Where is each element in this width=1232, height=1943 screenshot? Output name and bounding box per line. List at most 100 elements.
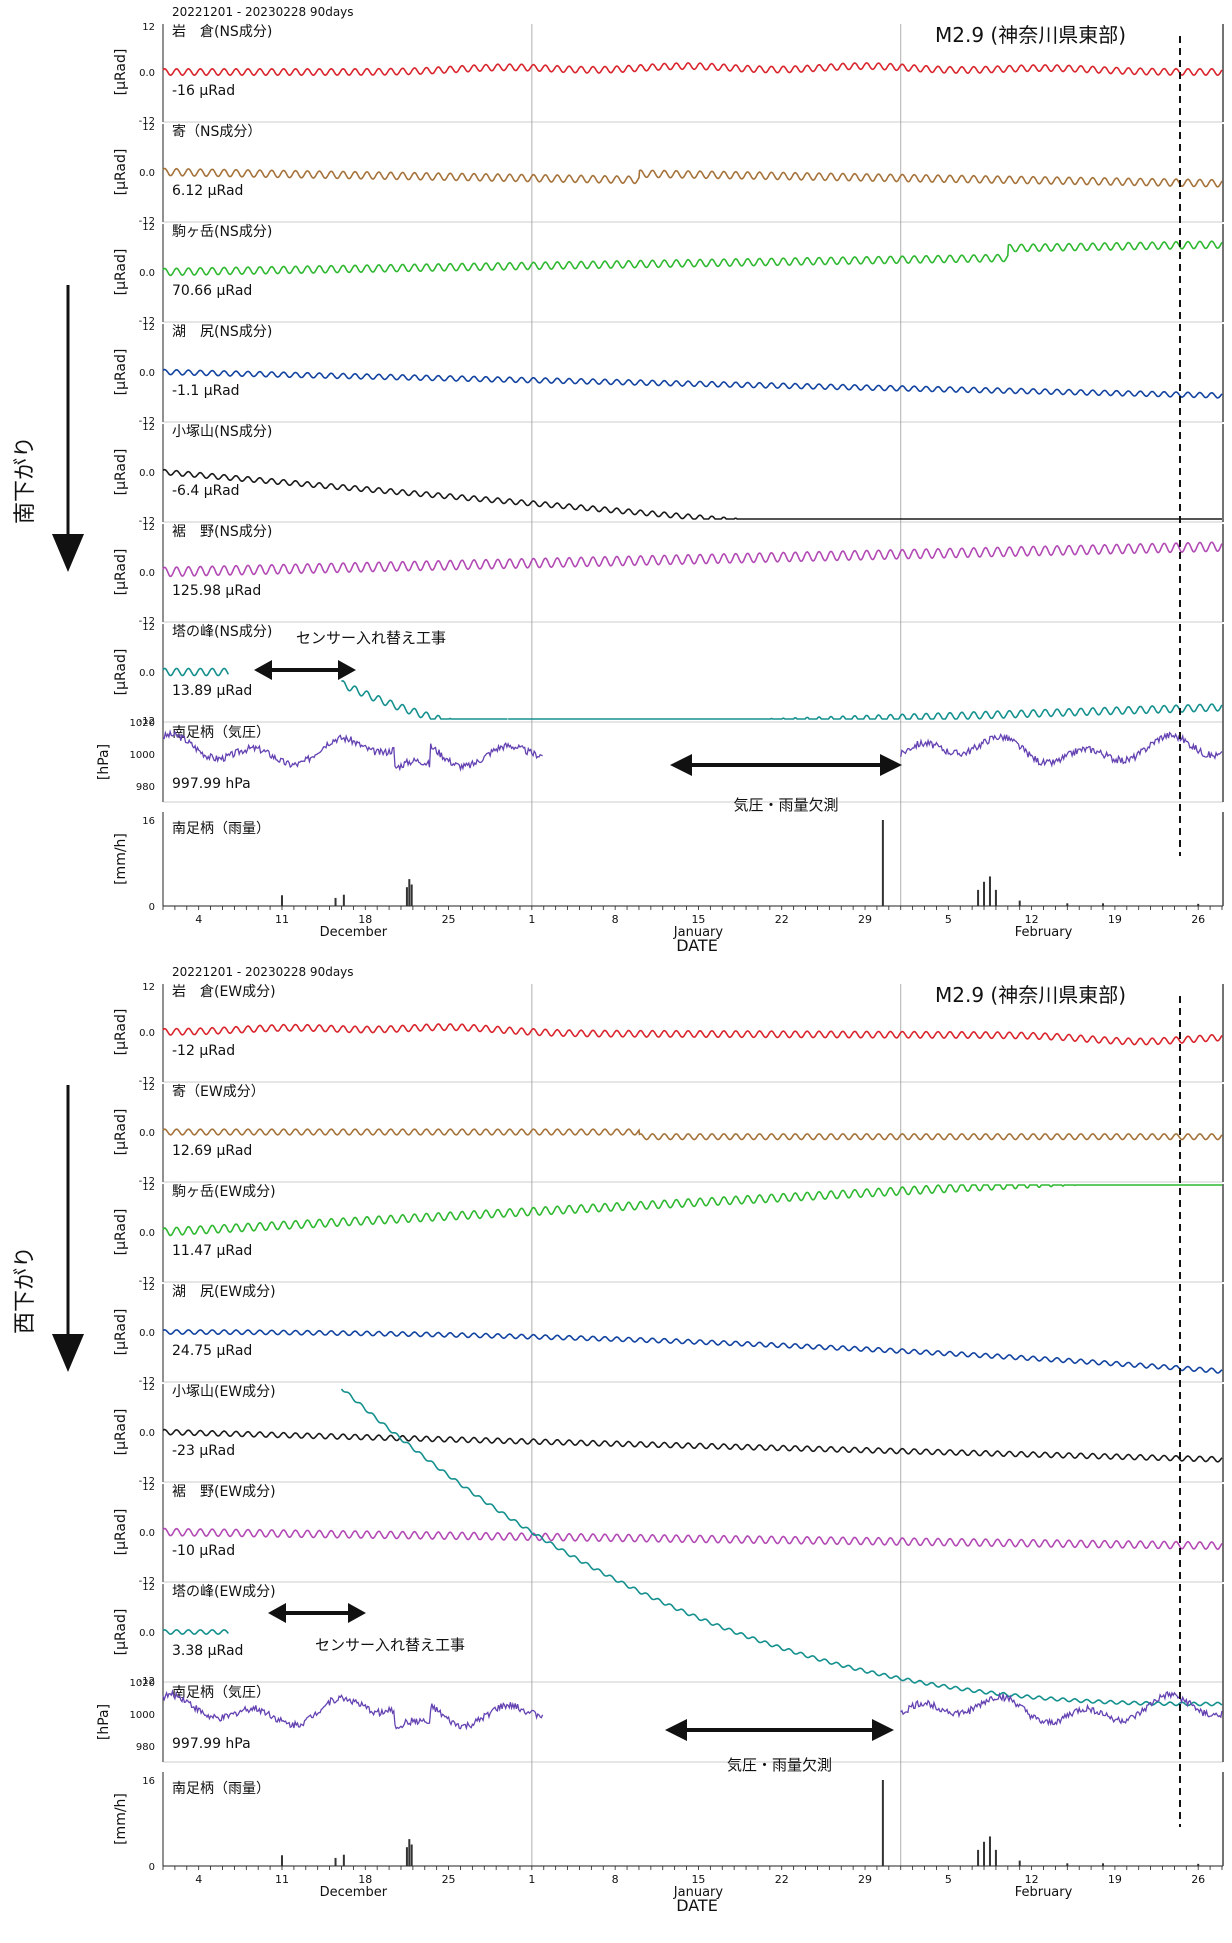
series-value: -6.4 μRad [172, 483, 240, 499]
y-tick-label: 1000 [130, 750, 155, 761]
series-name: 湖 尻(EW成分) [172, 1284, 276, 1300]
x-axis-title: DATE [676, 1896, 718, 1915]
pressure-panel: 1020 1000 980 [hPa] 南足柄（気圧） 997.99 hPa [96, 1678, 1224, 1763]
rain-bar [994, 1849, 997, 1866]
rain-bar [1102, 1863, 1105, 1866]
rain-bar [983, 881, 986, 906]
tilt-panel: 12 0.0 -12 [μRad] 駒ヶ岳(EW成分) 11.47 μRad [113, 1182, 1224, 1287]
series-line [162, 667, 1223, 720]
y-tick-label: 0 [149, 902, 155, 913]
rain-bar [342, 1854, 345, 1866]
gap-label: 気圧・雨量欠測 [733, 796, 838, 814]
rain-bar [1102, 903, 1105, 906]
rain-bar [405, 1847, 408, 1866]
series-value: 70.66 μRad [172, 283, 252, 299]
series-value: -16 μRad [172, 83, 235, 99]
gap-arrow-head-right [880, 754, 902, 776]
x-tick-label: 1 [528, 913, 535, 926]
y-axis-unit: [hPa] [96, 1704, 112, 1740]
y-tick-label: 16 [142, 816, 155, 827]
rain-bar [977, 1849, 980, 1866]
series-line [162, 240, 1223, 277]
series-name: 小塚山(NS成分) [172, 424, 272, 440]
y-tick-label: -12 [139, 1376, 155, 1387]
y-tick-label: 0.0 [139, 368, 155, 379]
x-tick-label: 4 [195, 1873, 202, 1886]
note-arrow-head-left [268, 1603, 286, 1623]
series-value: 997.99 hPa [172, 776, 251, 792]
series-name: 岩 倉(EW成分) [172, 984, 276, 1000]
y-axis-unit: [μRad] [113, 649, 129, 696]
rain-bar [881, 1780, 884, 1866]
x-tick-label: 26 [1191, 913, 1205, 926]
series-name: 裾 野(NS成分) [172, 524, 272, 540]
x-tick-label: 5 [945, 1873, 952, 1886]
gap-label: 気圧・雨量欠測 [727, 1756, 832, 1774]
y-tick-label: -12 [139, 1276, 155, 1287]
x-tick-label: 1 [528, 1873, 535, 1886]
y-tick-label: -12 [139, 416, 155, 427]
y-tick-label: 0.0 [139, 1528, 155, 1539]
y-tick-label: 12 [142, 982, 155, 993]
y-axis-unit: [μRad] [113, 49, 129, 96]
series-value: -12 μRad [172, 1043, 235, 1059]
series-value: 12.69 μRad [172, 1143, 252, 1159]
rain-bar [1066, 1863, 1069, 1866]
chart-header: 20221201 - 20230228 90days [172, 965, 354, 979]
series-line [162, 1329, 1223, 1374]
y-tick-label: -12 [139, 1676, 155, 1687]
series-value: 3.38 μRad [172, 1643, 243, 1659]
tilt-panel: 12 0.0 -12 [μRad] 湖 尻(NS成分) -1.1 μRad [113, 322, 1224, 427]
series-value: -1.1 μRad [172, 383, 240, 399]
event-label: M2.9 (神奈川県東部) [935, 983, 1126, 1007]
x-tick-label: 22 [775, 913, 789, 926]
y-tick-label: -12 [139, 516, 155, 527]
rain-bar [1018, 900, 1021, 906]
x-tick-label: 4 [195, 913, 202, 926]
pressure-line [162, 1689, 1223, 1731]
y-tick-label: -12 [139, 1476, 155, 1487]
rain-bar [405, 887, 408, 906]
y-tick-label: -12 [139, 1076, 155, 1087]
y-tick-label: 0.0 [139, 468, 155, 479]
series-name: 岩 倉(NS成分) [172, 24, 272, 40]
y-tick-label: 0.0 [139, 1328, 155, 1339]
series-value: -23 μRad [172, 1443, 235, 1459]
x-month-label: February [1015, 925, 1073, 940]
y-tick-label: 12 [142, 1282, 155, 1293]
y-axis-unit: [μRad] [113, 1109, 129, 1156]
y-tick-label: 0.0 [139, 1028, 155, 1039]
note-arrow-head-left [254, 660, 272, 680]
y-tick-label: 12 [142, 1082, 155, 1093]
note-arrow-head-right [348, 1603, 366, 1623]
y-tick-label: 0.0 [139, 168, 155, 179]
y-axis-unit: [μRad] [113, 149, 129, 196]
rain-bar [280, 895, 283, 906]
x-tick-label: 18 [358, 1873, 372, 1886]
y-tick-label: 12 [142, 1582, 155, 1593]
series-line [162, 1184, 1222, 1237]
y-tick-label: 12 [142, 22, 155, 33]
x-tick-label: 25 [442, 1873, 456, 1886]
x-tick-label: 12 [1025, 1873, 1039, 1886]
pressure-line [162, 729, 1223, 772]
series-line-overflow [340, 1388, 1223, 1707]
rain-bar [334, 897, 337, 906]
x-tick-label: 12 [1025, 913, 1039, 926]
rain-bar [881, 820, 884, 906]
y-tick-label: 0.0 [139, 568, 155, 579]
y-tick-label: -12 [139, 1576, 155, 1587]
series-name: 塔の峰(EW成分) [172, 1584, 276, 1600]
series-line [162, 1128, 1223, 1141]
x-tick-label: 8 [612, 913, 619, 926]
y-tick-label: 980 [136, 782, 155, 793]
series-name: 湖 尻(NS成分) [172, 324, 272, 340]
y-tick-label: -12 [139, 616, 155, 627]
y-tick-label: 12 [142, 322, 155, 333]
series-name: 寄（EW成分） [172, 1083, 265, 1100]
event-label: M2.9 (神奈川県東部) [935, 23, 1126, 47]
rain-panel: 160[mm/h]南足柄（雨量）4 11 18 25 1 8 15 22 29 5 12 19 26De… [113, 1772, 1224, 1915]
y-tick-label: -12 [139, 116, 155, 127]
series-name: 南足柄（気圧） [172, 725, 270, 741]
